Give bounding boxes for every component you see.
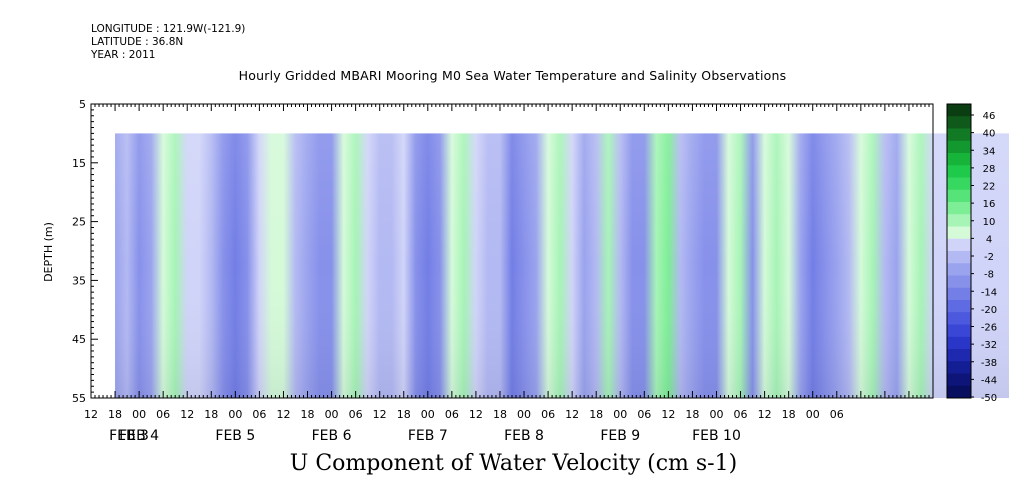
x-hour-label: 00 <box>517 408 531 421</box>
colorbar-level-label: 22 <box>983 182 996 193</box>
colorbar-swatch <box>947 336 971 350</box>
x-hour-label: 18 <box>397 408 411 421</box>
colorbar-level-label: 46 <box>983 111 996 122</box>
colorbar-level-label: -14 <box>981 287 997 298</box>
x-date-label: FEB 7 <box>408 428 448 444</box>
x-hour-label: 06 <box>541 408 555 421</box>
x-hour-label: 12 <box>84 408 98 421</box>
x-hour-label: 00 <box>709 408 723 421</box>
variable-title: U Component of Water Velocity (cm s-1) <box>289 451 738 476</box>
x-hour-label: 12 <box>180 408 194 421</box>
colorbar-level-label: 40 <box>983 129 996 140</box>
chart-title: Hourly Gridded MBARI Mooring M0 Sea Wate… <box>238 68 787 83</box>
colorbar-swatch <box>947 226 971 240</box>
colorbar-frame <box>946 103 972 399</box>
y-tick-label: 25 <box>72 216 86 229</box>
x-date-label: FEB 5 <box>215 428 255 444</box>
colorbar-swatch <box>947 140 971 154</box>
colorbar-level-label: -26 <box>981 323 997 334</box>
x-hour-label: 18 <box>108 408 122 421</box>
latitude-label: LATITUDE : 36.8N <box>91 36 184 48</box>
x-hour-label: 00 <box>132 408 146 421</box>
heatmap-field <box>115 133 1009 398</box>
colorbar-swatch <box>947 373 971 387</box>
x-hour-label: 18 <box>589 408 603 421</box>
colorbar-level-label: 28 <box>983 164 996 175</box>
x-date-label: FEB 4 <box>119 428 159 444</box>
y-tick-label: 35 <box>72 274 86 287</box>
colorbar-swatch <box>947 251 971 264</box>
x-hour-label: 18 <box>493 408 507 421</box>
colorbar-swatch <box>947 165 971 178</box>
x-hour-label: 00 <box>421 408 435 421</box>
x-hour-label: 06 <box>830 408 844 421</box>
colorbar-swatch <box>947 153 971 166</box>
colorbar-level-label: 34 <box>983 146 996 157</box>
longitude-label: LONGITUDE : 121.9W(-121.9) <box>91 23 246 35</box>
colorbar-swatch <box>947 177 971 191</box>
x-hour-label: 06 <box>445 408 459 421</box>
x-hour-label: 06 <box>156 408 170 421</box>
colorbar-swatch <box>947 275 971 289</box>
x-hour-label: 12 <box>565 408 579 421</box>
colorbar-swatch <box>947 300 971 313</box>
y-tick-label: 5 <box>79 98 86 111</box>
x-date-label: FEB 9 <box>600 428 640 444</box>
x-hour-label: 12 <box>758 408 772 421</box>
colorbar-swatch <box>947 202 971 215</box>
x-hour-label: 18 <box>685 408 699 421</box>
y-tick-label: 55 <box>72 392 86 405</box>
colorbar-swatch <box>947 349 971 362</box>
x-hour-label: 12 <box>276 408 290 421</box>
colorbar-swatch <box>947 214 971 227</box>
x-hour-label: 18 <box>301 408 315 421</box>
colorbar-swatch <box>947 287 971 301</box>
colorbar-level-label: 16 <box>983 199 996 210</box>
colorbar-level-label: -8 <box>984 270 994 281</box>
colorbar-level-label: -32 <box>981 340 997 351</box>
colorbar-level-label: 4 <box>986 234 992 245</box>
x-hour-label: 06 <box>637 408 651 421</box>
colorbar-swatch <box>947 324 971 338</box>
x-hour-label: 12 <box>661 408 675 421</box>
x-date-label: FEB 8 <box>504 428 544 444</box>
colorbar-swatch <box>947 312 971 325</box>
colorbar-swatch <box>947 116 971 129</box>
x-date-label: FEB 10 <box>692 428 741 444</box>
x-hour-label: 00 <box>325 408 339 421</box>
depth-shading <box>115 133 1009 398</box>
x-hour-label: 06 <box>349 408 363 421</box>
colorbar-swatch <box>947 128 971 142</box>
colorbar-swatch <box>947 189 971 203</box>
colorbar-level-label: -50 <box>981 393 997 404</box>
x-hour-label: 06 <box>734 408 748 421</box>
x-hour-label: 18 <box>204 408 218 421</box>
x-hour-label: 00 <box>613 408 627 421</box>
colorbar-swatch <box>947 361 971 374</box>
x-hour-label: 00 <box>228 408 242 421</box>
x-hour-label: 06 <box>252 408 266 421</box>
colorbar-swatch <box>947 263 971 276</box>
colorbar-swatch <box>947 385 971 399</box>
colorbar-level-label: 10 <box>983 217 996 228</box>
x-hour-label: 12 <box>469 408 483 421</box>
year-label: YEAR : 2011 <box>91 49 156 61</box>
colorbar-swatch <box>947 104 971 117</box>
x-hour-label: 18 <box>782 408 796 421</box>
y-axis-label: DEPTH (m) <box>42 222 55 282</box>
y-tick-label: 15 <box>72 157 86 170</box>
x-hour-label: 00 <box>806 408 820 421</box>
colorbar-level-label: -38 <box>981 358 997 369</box>
y-tick-label: 45 <box>72 333 86 346</box>
colorbar: 46 40 34 28 22 16 10 4 -2 -8 -14 -20 -26 -32 -38 -44 -50 <box>946 103 997 404</box>
x-date-label: FEB 3 <box>109 428 149 444</box>
colorbar-swatch <box>947 238 971 252</box>
colorbar-level-label: -20 <box>981 305 997 316</box>
x-hour-label: 12 <box>373 408 387 421</box>
x-date-label: FEB 6 <box>312 428 352 444</box>
colorbar-level-label: -2 <box>984 252 994 263</box>
colorbar-level-label: -44 <box>981 375 997 386</box>
